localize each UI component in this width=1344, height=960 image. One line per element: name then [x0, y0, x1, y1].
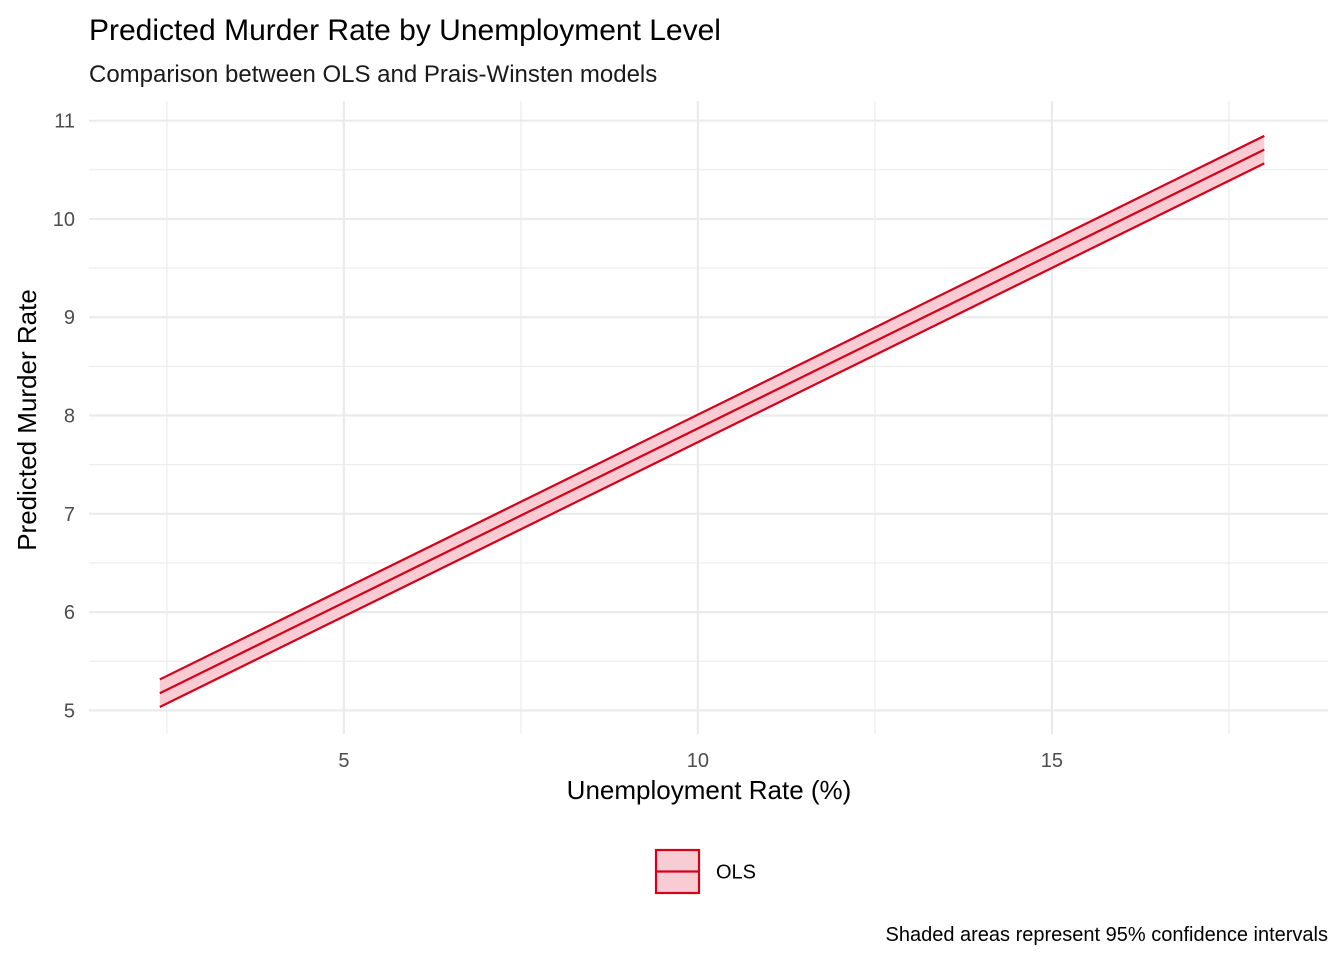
series-lines: [159, 134, 1265, 708]
series-line: [159, 148, 1265, 695]
x-tick-label: 15: [1041, 750, 1063, 772]
y-tick-label: 10: [53, 209, 75, 231]
y-axis-title: Predicted Murder Rate: [12, 289, 42, 551]
chart-subtitle: Comparison between OLS and Prais-Winsten…: [89, 61, 657, 88]
upper-bound-line: [159, 134, 1265, 681]
chart-title: Predicted Murder Rate by Unemployment Le…: [89, 14, 721, 47]
x-tick-label: 10: [687, 750, 709, 772]
y-tick-label: 6: [64, 602, 75, 624]
legend: OLS: [654, 848, 756, 895]
y-tick-label: 7: [64, 504, 75, 526]
y-tick-label: 9: [64, 307, 75, 329]
y-tick-label: 8: [64, 406, 75, 428]
y-tick-label: 5: [64, 700, 75, 722]
lower-bound-line: [159, 162, 1265, 708]
x-axis-title: Unemployment Rate (%): [567, 775, 852, 805]
y-tick-label: 11: [54, 111, 75, 133]
x-tick-label: 5: [338, 750, 349, 772]
legend-label: OLS: [716, 862, 756, 884]
x-tick-labels: 5 10 15: [338, 750, 1063, 772]
y-tick-labels: 5 6 7 8 9 10 11: [53, 111, 75, 723]
chart-caption: Shaded areas represent 95% confidence in…: [886, 924, 1329, 946]
